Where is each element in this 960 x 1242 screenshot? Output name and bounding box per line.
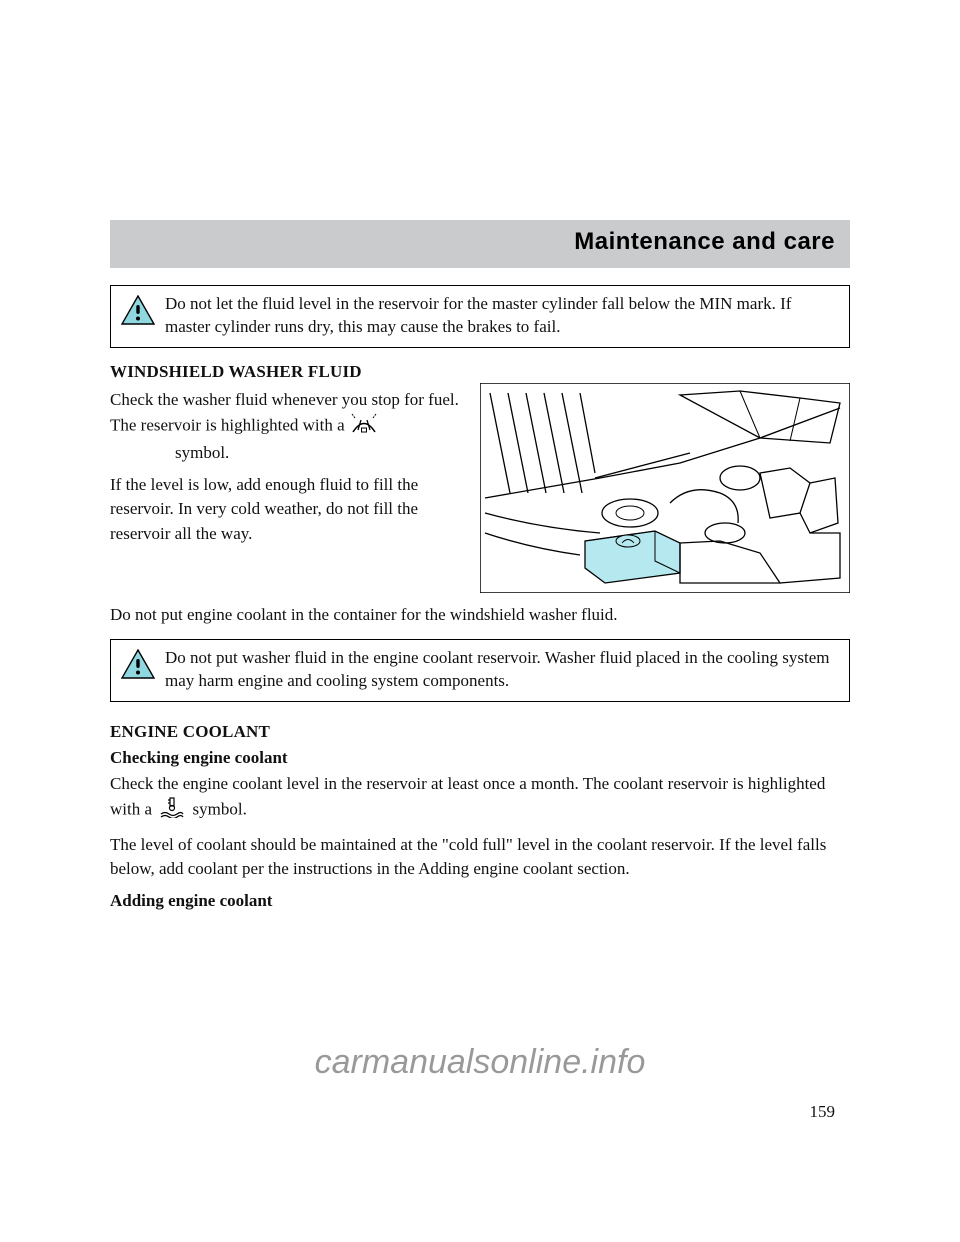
washer-p1: Check the washer fluid whenever you stop… (110, 388, 465, 465)
watermark: carmanualsonline.info (0, 1043, 960, 1082)
coolant-check-p1-tail: symbol. (193, 800, 247, 819)
wiper-icon-inline (349, 412, 379, 441)
warning-inner: Do not let the fluid level in the reserv… (121, 292, 839, 339)
coolant-section: ENGINE COOLANT Checking engine coolant C… (110, 722, 850, 912)
section-title-washer: WINDSHIELD WASHER FLUID (110, 362, 850, 382)
coolant-check-p1: Check the engine coolant level in the re… (110, 772, 850, 825)
subheading-adding-coolant: Adding engine coolant (110, 891, 850, 911)
page-number: 159 (810, 1102, 836, 1122)
warning-icon (121, 295, 155, 330)
page-content: Do not let the fluid level in the reserv… (110, 285, 850, 911)
warning-box-brake-fluid: Do not let the fluid level in the reserv… (110, 285, 850, 348)
engine-bay-figure (480, 383, 850, 593)
manual-page: Maintenance and care Do not let the flui… (0, 0, 960, 1242)
washer-section: Check the washer fluid whenever you stop… (110, 388, 850, 603)
washer-text-col: Check the washer fluid whenever you stop… (110, 388, 465, 554)
washer-p1-tail: symbol. (175, 443, 229, 462)
warning-inner-2: Do not put washer fluid in the engine co… (121, 646, 839, 693)
page-title: Maintenance and care (574, 228, 835, 256)
warning-icon-2 (121, 649, 155, 684)
washer-p1-text: Check the washer fluid whenever you stop… (110, 390, 459, 435)
warning-text-2: Do not put washer fluid in the engine co… (165, 646, 839, 693)
coolant-level-text: The level of coolant should be maintaine… (110, 835, 826, 878)
washer-p3: Do not put engine coolant in the contain… (110, 603, 850, 627)
warning-box-washer-coolant: Do not put washer fluid in the engine co… (110, 639, 850, 702)
section-title-coolant: ENGINE COOLANT (110, 722, 850, 742)
warning-text: Do not let the fluid level in the reserv… (165, 292, 839, 339)
coolant-icon-inline (159, 796, 185, 825)
subheading-check-coolant: Checking engine coolant (110, 748, 850, 768)
washer-p2: If the level is low, add enough fluid to… (110, 473, 465, 545)
coolant-level-p: The level of coolant should be maintaine… (110, 833, 850, 881)
